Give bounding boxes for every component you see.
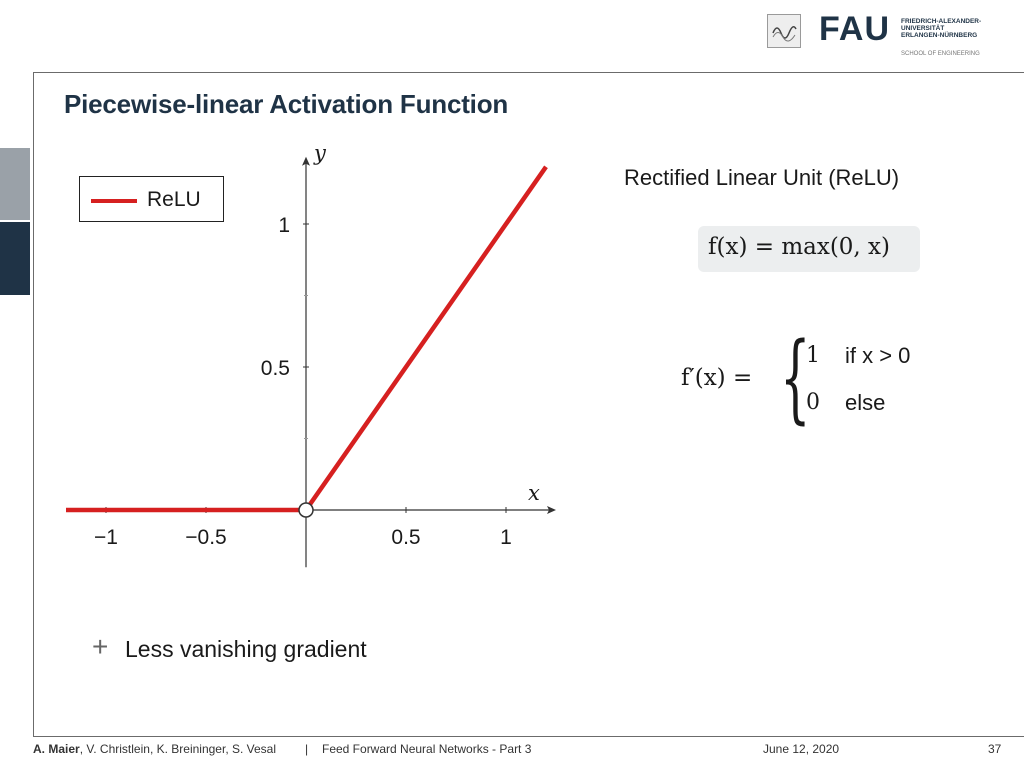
x-axis-label: x: [528, 481, 540, 505]
legend-label-relu: ReLU: [147, 188, 201, 211]
logo-seal-icon: [767, 14, 801, 48]
y-axis-label: y: [313, 141, 327, 165]
slide-frame: [33, 72, 1024, 737]
legend-swatch-relu: [91, 199, 137, 203]
y-tick-label: 1: [278, 214, 290, 237]
footer-separator: |: [305, 742, 309, 756]
footer-lecture: Feed Forward Neural Networks - Part 3: [322, 742, 532, 756]
case-2-condition: else: [845, 390, 886, 415]
page-title: Piecewise-linear Activation Function: [64, 89, 509, 119]
x-tick-label: −0.5: [185, 526, 226, 549]
chart-legend: ReLU: [79, 176, 224, 222]
bullet-text: Less vanishing gradient: [125, 636, 367, 662]
footer-authors: A. Maier, V. Christlein, K. Breininger, …: [33, 742, 277, 756]
footer-page-number: 37: [988, 742, 1002, 756]
logo-university-name: FRIEDRICH-ALEXANDER- UNIVERSITÄT ERLANGE…: [901, 18, 982, 39]
case-1-value: 1: [806, 343, 820, 368]
logo-school: SCHOOL OF ENGINEERING: [901, 51, 980, 57]
origin-marker: [298, 502, 314, 518]
x-tick-label: −1: [94, 526, 118, 549]
y-axis-arrow-icon: [302, 156, 310, 166]
x-tick-label: 1: [500, 526, 512, 549]
footer-date: June 12, 2020: [763, 742, 840, 756]
bullet-plus-icon: +: [92, 631, 109, 662]
x-axis-arrow-icon: [547, 506, 556, 514]
derivative-lhs: f′(x) =: [681, 365, 753, 391]
case-brace-icon: {: [780, 322, 811, 434]
logo-wordmark: FAU: [819, 10, 890, 48]
relu-heading: Rectified Linear Unit (ReLU): [624, 165, 900, 190]
case-2-value: 0: [806, 390, 820, 415]
relu-formula: f(x) = max(0, x): [708, 234, 890, 260]
x-tick-label: 0.5: [391, 526, 420, 549]
side-tab-lower: [0, 222, 30, 295]
y-tick-label: 0.5: [261, 357, 290, 380]
fau-logo: FAU FRIEDRICH-ALEXANDER- UNIVERSITÄT ERL…: [767, 10, 987, 62]
case-1-condition: if x > 0: [845, 343, 911, 368]
side-tab-upper: [0, 148, 30, 220]
formula-box: f(x) = max(0, x): [698, 226, 920, 272]
